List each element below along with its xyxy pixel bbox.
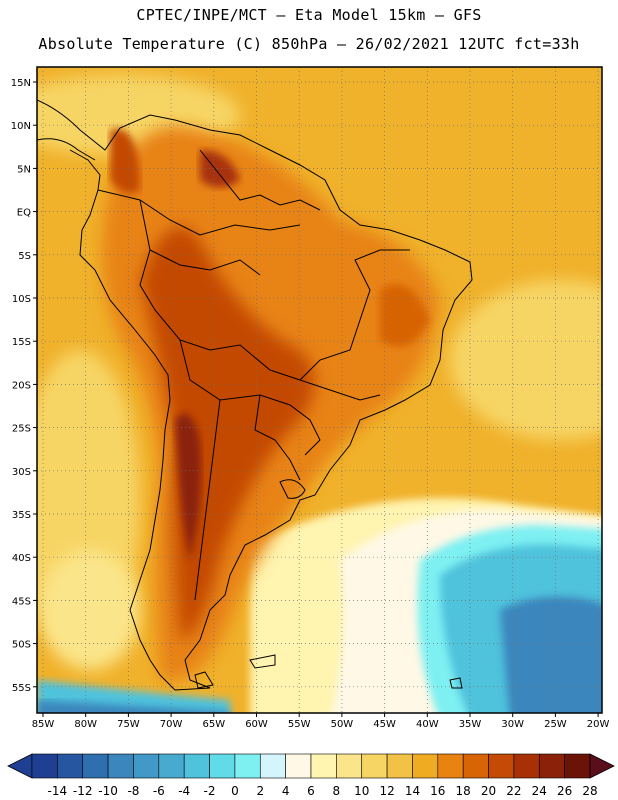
colorbar-swatch bbox=[259, 753, 286, 779]
colorbar-swatch bbox=[183, 753, 210, 779]
colorbar-swatch bbox=[437, 753, 464, 779]
colorbar-tick-label: 22 bbox=[506, 784, 521, 798]
latitude-label: 10S bbox=[12, 294, 31, 305]
colorbar-swatch bbox=[564, 753, 591, 779]
colorbar-swatch bbox=[361, 753, 388, 779]
longitude-label: 50W bbox=[331, 719, 354, 730]
longitude-label: 75W bbox=[117, 719, 140, 730]
colorbar-tick-label: 20 bbox=[481, 784, 496, 798]
colorbar-swatch bbox=[57, 753, 84, 779]
colorbar-tick-label: 8 bbox=[333, 784, 341, 798]
latitude-label: 25S bbox=[12, 424, 31, 435]
latitude-label: 10N bbox=[11, 121, 31, 132]
latitude-label: 30S bbox=[12, 467, 31, 478]
colorbar-tick-label: 6 bbox=[307, 784, 315, 798]
longitude-label: 30W bbox=[501, 719, 524, 730]
latitude-label: 5S bbox=[18, 251, 31, 262]
latitude-label: 5N bbox=[17, 164, 31, 175]
map-frame bbox=[36, 66, 603, 714]
colorbar-swatch bbox=[82, 753, 109, 779]
longitude-label: 20W bbox=[587, 719, 610, 730]
colorbar-swatch bbox=[133, 753, 160, 779]
longitude-label: 55W bbox=[288, 719, 311, 730]
colorbar-tick-label: -4 bbox=[178, 784, 190, 798]
colorbar-tick-label: 16 bbox=[430, 784, 445, 798]
colorbar-swatch bbox=[158, 753, 185, 779]
colorbar-tick-label: -6 bbox=[153, 784, 165, 798]
colorbar-swatch bbox=[107, 753, 134, 779]
colorbar-tick-label: 14 bbox=[405, 784, 420, 798]
colorbar-swatch bbox=[285, 753, 312, 779]
colorbar-tick-label: 2 bbox=[256, 784, 264, 798]
colorbar-swatch bbox=[209, 753, 236, 779]
colorbar-tick-label: 4 bbox=[282, 784, 290, 798]
colorbar-tick-label: -12 bbox=[73, 784, 93, 798]
colorbar-swatch bbox=[336, 753, 363, 779]
longitude-label: 25W bbox=[544, 719, 567, 730]
colorbar-swatch bbox=[462, 753, 489, 779]
latitude-label: 15N bbox=[11, 78, 31, 89]
colorbar-tick-label: 0 bbox=[231, 784, 239, 798]
colorbar-swatch bbox=[538, 753, 565, 779]
latitude-label: 50S bbox=[12, 640, 31, 651]
colorbar-tick-label: 26 bbox=[557, 784, 572, 798]
latitude-label: 45S bbox=[12, 596, 31, 607]
colorbar bbox=[7, 753, 615, 779]
temperature-field bbox=[37, 67, 602, 713]
colorbar-max-arrow bbox=[589, 753, 615, 779]
latitude-label: 55S bbox=[12, 683, 31, 694]
latitude-label: 35S bbox=[12, 510, 31, 521]
colorbar-swatch bbox=[310, 753, 337, 779]
latitude-label: 40S bbox=[12, 553, 31, 564]
latitude-labels: 15N 10N 5N EQ 5S 10S 15S 20S 25S 30S 35S 40S 45S 50S 5… bbox=[11, 78, 37, 694]
longitude-label: 65W bbox=[202, 719, 225, 730]
longitude-label: 80W bbox=[74, 719, 97, 730]
coastlines-and-borders bbox=[37, 99, 473, 691]
colorbar-tick-label: 28 bbox=[582, 784, 597, 798]
colorbar-swatch bbox=[31, 753, 58, 779]
colorbar-tick-label: -14 bbox=[48, 784, 68, 798]
colorbar-swatch bbox=[412, 753, 439, 779]
longitude-label: 70W bbox=[160, 719, 183, 730]
colorbar-swatch bbox=[234, 753, 261, 779]
colorbar-tick-label: 10 bbox=[354, 784, 369, 798]
longitude-label: 35W bbox=[459, 719, 482, 730]
colorbar-tick-label: -2 bbox=[204, 784, 216, 798]
longitude-labels: 85W 80W 75W 70W 65W 60W 55W 50W 45W 40W 35W 30W 25W 2… bbox=[32, 713, 610, 730]
colorbar-swatch bbox=[513, 753, 540, 779]
latitude-label: EQ bbox=[17, 208, 31, 219]
colorbar-tick-label: 24 bbox=[532, 784, 547, 798]
longitude-label: 60W bbox=[245, 719, 268, 730]
colorbar-swatch bbox=[386, 753, 413, 779]
longitude-label: 40W bbox=[416, 719, 439, 730]
colorbar-tick-labels: -14 -12 -10 -8 -6 -4 -2 0 2 4 6 8 10 12 14 16 18 20 22 24 26… bbox=[48, 784, 598, 798]
colorbar-tick-label: -10 bbox=[98, 784, 118, 798]
colorbar-tick-label: -8 bbox=[127, 784, 139, 798]
latitude-label: 15S bbox=[12, 337, 31, 348]
colorbar-tick-label: 12 bbox=[379, 784, 394, 798]
colorbar-swatch bbox=[488, 753, 515, 779]
map-title-line-1: CPTEC/INPE/MCT – Eta Model 15km – GFS bbox=[136, 6, 482, 24]
colorbar-tick-label: 18 bbox=[456, 784, 471, 798]
colorbar-min-arrow bbox=[7, 753, 33, 779]
longitude-label: 85W bbox=[32, 719, 55, 730]
longitude-label: 45W bbox=[373, 719, 396, 730]
latitude-label: 20S bbox=[12, 380, 31, 391]
map-title-line-2: Absolute Temperature (C) 850hPa – 26/02/… bbox=[38, 35, 580, 53]
